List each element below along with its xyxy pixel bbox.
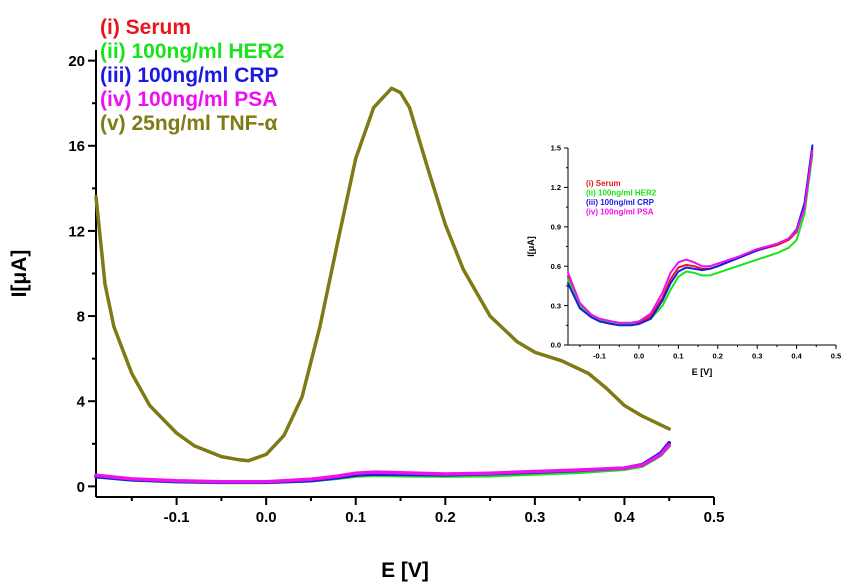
inset-x-tick-label: 0.3	[752, 352, 762, 361]
inset-x-tick-label: 0.1	[673, 352, 683, 361]
inset-x-tick-label: 0.0	[634, 352, 644, 361]
inset-y-tick-label: 0.0	[551, 341, 561, 350]
main-plot: -0.1 0.0 0.1 0.2 0.3 0.4 0.5 0 4 8 12 16 20 E [V] I[μA…	[8, 16, 724, 582]
inset-y-tick-label: 1.5	[551, 144, 561, 153]
main-x-tick-label: 0.2	[435, 509, 456, 526]
inset-legend-entry: (i) Serum	[586, 179, 621, 188]
main-legend-entry: (iii) 100ng/ml CRP	[100, 64, 279, 87]
inset-x-tick-label: -0.1	[593, 352, 606, 361]
main-y-tick-label: 0	[77, 479, 85, 496]
main-x-tick-label: 0.5	[704, 509, 725, 526]
main-y-tick-label: 4	[77, 394, 86, 411]
main-legend-entry: (i) Serum	[100, 16, 191, 39]
inset-legend-entry: (ii) 100ng/ml HER2	[586, 189, 657, 198]
inset-y-tick-label: 0.6	[551, 262, 561, 271]
main-legend-entry: (iv) 100ng/ml PSA	[100, 88, 277, 111]
main-x-tick-label: 0.4	[614, 509, 636, 526]
inset-series-line	[567, 147, 814, 325]
main-x-axis-label: E [V]	[381, 559, 429, 582]
inset-series-line	[567, 149, 814, 324]
main-series-line	[94, 444, 671, 485]
main-series-line	[94, 443, 671, 484]
main-x-tick-label: 0.3	[524, 509, 545, 526]
main-series-line	[94, 86, 671, 463]
main-legend-entry: (v) 25ng/ml TNF-α	[100, 112, 278, 135]
main-y-tick-label: 20	[68, 53, 85, 70]
inset-x-tick-label: 0.4	[791, 352, 802, 361]
inset-x-axis-label: E [V]	[692, 367, 713, 377]
main-y-tick-label: 12	[68, 223, 85, 240]
main-y-tick-label: 8	[77, 308, 85, 325]
main-y-tick-label: 16	[68, 138, 85, 155]
inset-legend-entry: (iv) 100ng/ml PSA	[586, 208, 654, 217]
main-legend-entry: (ii) 100ng/ml HER2	[100, 40, 284, 63]
inset-series-line	[567, 153, 814, 325]
inset-x-tick-label: 0.5	[831, 352, 841, 361]
main-x-tick-label: 0.1	[345, 509, 366, 526]
inset-plot: -0.1 0.0 0.1 0.2 0.3 0.4 0.5 0.0 0.3 0.6 0.9 1.2 1.5…	[526, 144, 841, 377]
inset-y-axis-label: I[μA]	[526, 236, 536, 257]
inset-x-tick-label: 0.2	[713, 352, 723, 361]
inset-y-tick-label: 0.9	[551, 223, 561, 232]
main-y-axis-label: I[μA]	[8, 250, 31, 298]
inset-series-line	[567, 144, 814, 327]
inset-y-tick-label: 1.2	[551, 183, 561, 192]
main-x-tick-label: -0.1	[164, 509, 190, 526]
inset-legend-entry: (iii) 100ng/ml CRP	[586, 198, 655, 207]
main-x-tick-label: 0.0	[256, 509, 277, 526]
inset-y-tick-label: 0.3	[551, 301, 561, 310]
